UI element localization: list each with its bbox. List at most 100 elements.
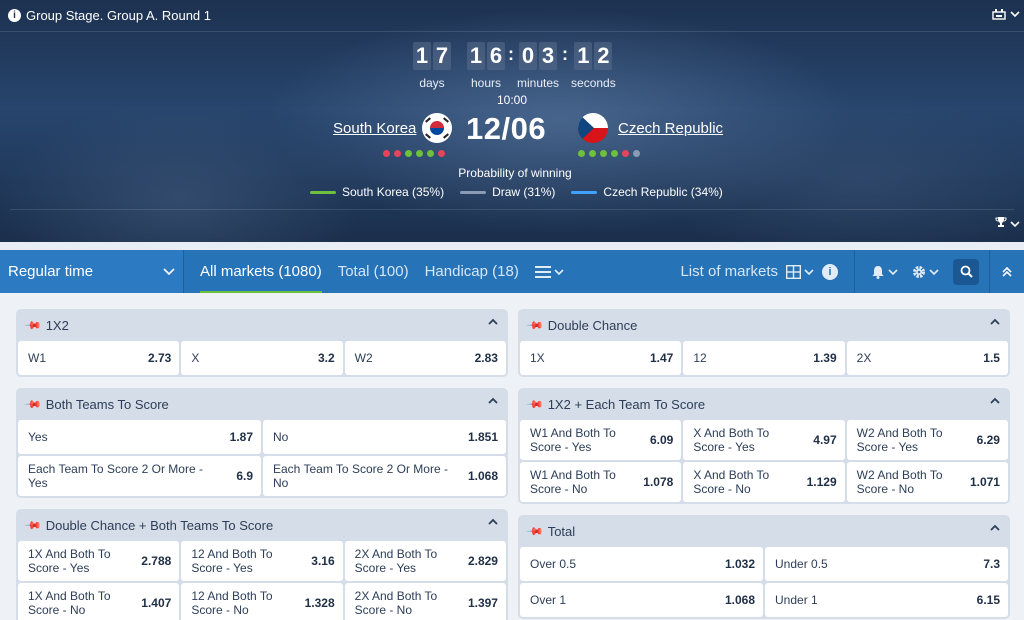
odd-cell[interactable]: Over 0.5 1.032	[520, 547, 763, 581]
market-double-chance: 📌 Double Chance 1X 1.47 12 1.39 2X 1.5	[518, 309, 1010, 377]
pin-icon[interactable]: 📌	[525, 316, 544, 335]
pin-icon[interactable]: 📌	[525, 395, 544, 414]
chevron-up-icon[interactable]	[488, 518, 498, 528]
odd-cell[interactable]: Each Team To Score 2 Or More - Yes 6.9	[18, 456, 261, 496]
odd-label: W1	[28, 351, 46, 365]
pin-icon[interactable]: 📌	[23, 316, 42, 335]
market-header[interactable]: 📌 1X2	[16, 309, 508, 341]
odd-value: 6.09	[649, 433, 674, 447]
period-select[interactable]: Regular time	[0, 250, 184, 293]
market-title: Both Teams To Score	[45, 396, 169, 412]
market-header[interactable]: 📌 1X2 + Each Team To Score	[518, 388, 1010, 420]
odd-value: 1.47	[649, 351, 674, 365]
odd-cell[interactable]: W1 And Both To Score - Yes 6.09	[520, 420, 682, 460]
odd-cell[interactable]: Yes 1.87	[18, 420, 261, 454]
odd-cell[interactable]: 2X 1.5	[846, 341, 1008, 375]
market-header[interactable]: 📌 Both Teams To Score	[16, 388, 508, 420]
odd-cell[interactable]: W2 And Both To Score - No 1.071	[846, 462, 1008, 502]
countdown-digit: 6	[487, 42, 505, 70]
info-icon[interactable]: i	[8, 9, 21, 22]
match-time: 10:00	[496, 93, 528, 107]
market-header[interactable]: 📌 Double Chance + Both Teams To Score	[16, 509, 508, 541]
chevron-up-icon[interactable]	[990, 524, 1000, 534]
chevron-up-icon[interactable]	[990, 397, 1000, 407]
search-button[interactable]	[953, 258, 979, 285]
probability-legend: South Korea (35%) Draw (31%) Czech Repub…	[310, 185, 723, 199]
odd-value: 1.078	[643, 475, 674, 489]
odd-value: 4.97	[813, 433, 837, 447]
list-of-markets-label: List of markets	[680, 263, 778, 280]
tab-handicap[interactable]: Handicap (18)	[424, 263, 519, 280]
form-dot	[405, 150, 412, 157]
home-form-dots	[383, 150, 445, 157]
pin-icon[interactable]: 📌	[525, 522, 544, 541]
odd-cell[interactable]: No 1.851	[263, 420, 506, 454]
probability-title: Probability of winning	[458, 166, 572, 180]
odd-cell[interactable]: X And Both To Score - No 1.129	[683, 462, 845, 502]
info-icon[interactable]: i	[822, 263, 838, 280]
market-double-chance-btts: 📌 Double Chance + Both Teams To Score 1X…	[16, 509, 508, 620]
tab-all-markets[interactable]: All markets (1080)	[192, 250, 330, 293]
chevron-up-icon[interactable]	[990, 318, 1000, 328]
collapse-header-button[interactable]	[990, 250, 1024, 293]
away-team-link[interactable]: Czech Republic	[618, 120, 724, 137]
countdown-digit: 0	[519, 42, 538, 70]
stage-title: Group Stage. Group A. Round 1	[26, 8, 212, 23]
odd-value: 2.83	[474, 351, 498, 365]
odd-value: 1.071	[969, 475, 1000, 489]
odd-cell[interactable]: 12 And Both To Score - Yes 3.16	[181, 541, 343, 581]
chevron-up-icon[interactable]	[488, 397, 498, 407]
odd-value: 1.39	[813, 351, 837, 365]
odd-cell[interactable]: 2X And Both To Score - No 1.397	[344, 583, 506, 620]
chevron-down-icon	[929, 268, 939, 275]
countdown-days: 1 7 days	[413, 42, 451, 90]
tab-total[interactable]: Total (100)	[337, 263, 409, 280]
home-team-link[interactable]: South Korea	[333, 120, 417, 137]
stadium-toggle[interactable]	[992, 8, 1020, 20]
odd-cell[interactable]: 12 1.39	[683, 341, 845, 375]
markets-area: 📌 1X2 W1 2.73 X 3.2 W2 2.83 📌 Double Chance…	[0, 293, 1024, 620]
odd-value: 1.5	[983, 351, 1000, 365]
odd-value: 1.129	[806, 475, 837, 489]
settings-toggle[interactable]	[912, 265, 939, 279]
odd-cell[interactable]: W2 And Both To Score - Yes 6.29	[846, 420, 1008, 460]
chevron-down-icon	[1010, 221, 1020, 228]
form-dot	[578, 150, 585, 157]
countdown-label: days	[419, 76, 445, 90]
countdown-label: hours	[470, 76, 502, 90]
odd-cell[interactable]: 1X 1.47	[520, 341, 682, 375]
odd-cell[interactable]: W1 2.73	[18, 341, 180, 375]
toolbar-tools	[855, 250, 990, 293]
layout-toggle[interactable]	[786, 264, 814, 279]
odd-value: 3.16	[311, 554, 335, 568]
odd-cell[interactable]: W2 2.83	[344, 341, 506, 375]
chevron-down-icon	[888, 268, 898, 275]
countdown-hours: 1 6 hours	[467, 42, 505, 90]
odd-cell[interactable]: Under 1 6.15	[765, 583, 1008, 617]
market-header[interactable]: 📌 Total	[518, 515, 1010, 547]
odd-label: 1X	[530, 351, 545, 365]
odd-cell[interactable]: 2X And Both To Score - Yes 2.829	[344, 541, 506, 581]
odd-cell[interactable]: 12 And Both To Score - No 1.328	[181, 583, 343, 620]
market-header[interactable]: 📌 Double Chance	[518, 309, 1010, 341]
notifications-toggle[interactable]	[871, 265, 898, 279]
market-total: 📌 Total Over 0.5 1.032 Under 0.5 7.3 Over …	[518, 515, 1010, 619]
tournament-toggle[interactable]	[995, 216, 1020, 231]
odd-cell[interactable]: W1 And Both To Score - No 1.078	[520, 462, 682, 502]
odd-cell[interactable]: Over 1 1.068	[520, 583, 763, 617]
pin-icon[interactable]: 📌	[23, 516, 42, 535]
odd-cell[interactable]: X 3.2	[181, 341, 343, 375]
odd-cell[interactable]: X And Both To Score - Yes 4.97	[683, 420, 845, 460]
odd-cell[interactable]: Under 0.5 7.3	[765, 547, 1008, 581]
market-1x2: 📌 1X2 W1 2.73 X 3.2 W2 2.83	[16, 309, 508, 377]
list-of-markets[interactable]: List of markets i	[680, 250, 855, 293]
odd-cell[interactable]: 1X And Both To Score - No 1.407	[18, 583, 180, 620]
pin-icon[interactable]: 📌	[23, 395, 42, 414]
odd-label: Under 1	[775, 593, 818, 607]
odd-cell[interactable]: 1X And Both To Score - Yes 2.788	[18, 541, 180, 581]
more-tabs-button[interactable]	[527, 250, 572, 293]
odd-cell[interactable]: Each Team To Score 2 Or More - No 1.068	[263, 456, 506, 496]
chevron-up-icon[interactable]	[488, 318, 498, 328]
stage-bar: i Group Stage. Group A. Round 1	[0, 0, 1024, 32]
probability-home: South Korea (35%)	[310, 185, 444, 199]
